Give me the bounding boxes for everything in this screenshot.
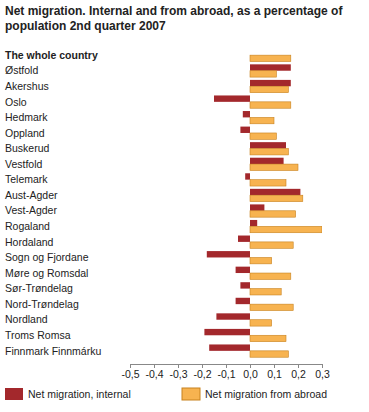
bar <box>250 117 274 123</box>
bar <box>250 180 286 186</box>
bar <box>207 251 250 257</box>
bar <box>216 313 250 319</box>
bar <box>250 86 288 92</box>
bar <box>250 164 298 170</box>
category-label: Østfold <box>5 64 38 76</box>
category-label: Vest-Agder <box>5 204 57 216</box>
bar <box>240 127 250 133</box>
bar <box>250 149 288 155</box>
bar <box>245 173 250 179</box>
tick-mark <box>298 364 299 368</box>
category-labels: The whole country Østfold Akershus Oslo Hedm… <box>5 49 101 357</box>
chart: Net migration. Internal and from abroad,… <box>0 0 369 412</box>
tick-label: -0,3 <box>169 368 187 380</box>
bar <box>250 204 264 210</box>
tick: -0,2 <box>193 364 211 380</box>
category-label: The whole country <box>5 49 98 61</box>
bar <box>250 64 291 70</box>
category-label: Nordland <box>5 313 48 325</box>
tick-mark <box>178 364 179 368</box>
bar <box>240 282 250 288</box>
bar <box>250 195 303 201</box>
category-label: Sogn og Fjordane <box>5 251 89 263</box>
bar <box>250 351 288 357</box>
category-label: Hedmark <box>5 111 48 123</box>
category-label: Rogaland <box>5 220 50 232</box>
tick: 0,0 <box>243 364 258 380</box>
bar <box>214 95 250 101</box>
tick-mark <box>322 364 323 368</box>
bar <box>236 298 250 304</box>
bar <box>250 71 276 77</box>
tick-mark <box>274 364 275 368</box>
category-label: Vestfold <box>5 158 43 170</box>
bar <box>250 242 293 248</box>
bar <box>250 55 291 61</box>
tick-label: -0,5 <box>121 368 139 380</box>
bar <box>250 158 284 164</box>
tick-mark <box>250 364 251 368</box>
series <box>204 64 300 351</box>
tick-label: -0,2 <box>193 368 211 380</box>
category-label: Troms Romsa <box>5 329 71 341</box>
bar <box>250 220 257 226</box>
bar <box>250 257 272 263</box>
bar <box>250 102 291 108</box>
tick-label: 0,0 <box>243 368 258 380</box>
tick: 0,3 <box>315 364 330 380</box>
category-label: Aust-Agder <box>5 189 58 201</box>
tick: -0,3 <box>169 364 187 380</box>
bar <box>250 80 291 86</box>
bar <box>243 111 250 117</box>
tick: 0,2 <box>291 364 306 380</box>
bar <box>236 267 250 273</box>
category-label: Hordaland <box>5 236 54 248</box>
category-label: Nord-Trøndelag <box>5 298 79 310</box>
tick-label: -0,4 <box>145 368 163 380</box>
tick: -0,1 <box>217 364 235 380</box>
bar <box>238 236 250 242</box>
bar <box>250 211 296 217</box>
tick-label: -0,1 <box>217 368 235 380</box>
tick-label: 0,1 <box>267 368 282 380</box>
category-label: Telemark <box>5 173 48 185</box>
bar <box>250 335 286 341</box>
category-label: Akershus <box>5 80 49 92</box>
tick-mark <box>226 364 227 368</box>
tick-label: 0,2 <box>291 368 306 380</box>
category-label: Oslo <box>5 96 27 108</box>
bar <box>250 133 276 139</box>
bar <box>250 189 300 195</box>
bar <box>250 304 293 310</box>
bar <box>209 344 250 350</box>
legend: Net migration, internal Net migration fro… <box>5 388 327 400</box>
tick: -0,4 <box>145 364 163 380</box>
bar <box>204 329 250 335</box>
legend-label: Net migration from abroad <box>205 388 327 400</box>
tick-mark <box>130 364 131 368</box>
legend-label: Net migration, internal <box>28 388 131 400</box>
x-axis: -0,5 -0,4 -0,3 -0,2 -0,1 0,0 0,1 0,2 0,3 <box>121 364 329 380</box>
bar <box>250 289 281 295</box>
title: Net migration. Internal and from abroad,… <box>5 4 343 33</box>
tick-mark <box>154 364 155 368</box>
legend-swatch <box>182 388 200 400</box>
bar <box>250 226 322 232</box>
category-label: Møre og Romsdal <box>5 267 88 279</box>
tick: 0,1 <box>267 364 282 380</box>
category-label: Buskerud <box>5 142 50 154</box>
tick-mark <box>202 364 203 368</box>
bar <box>250 142 286 148</box>
tick: -0,5 <box>121 364 139 380</box>
category-label: Finnmark Finnmárku <box>5 345 101 357</box>
category-label: Oppland <box>5 127 45 139</box>
legend-swatch <box>5 388 23 400</box>
tick-label: 0,3 <box>315 368 330 380</box>
bar <box>250 273 291 279</box>
bar <box>250 49 251 55</box>
bars <box>204 55 322 357</box>
series <box>250 55 322 357</box>
category-label: Sør-Trøndelag <box>5 282 73 294</box>
bar <box>250 320 272 326</box>
